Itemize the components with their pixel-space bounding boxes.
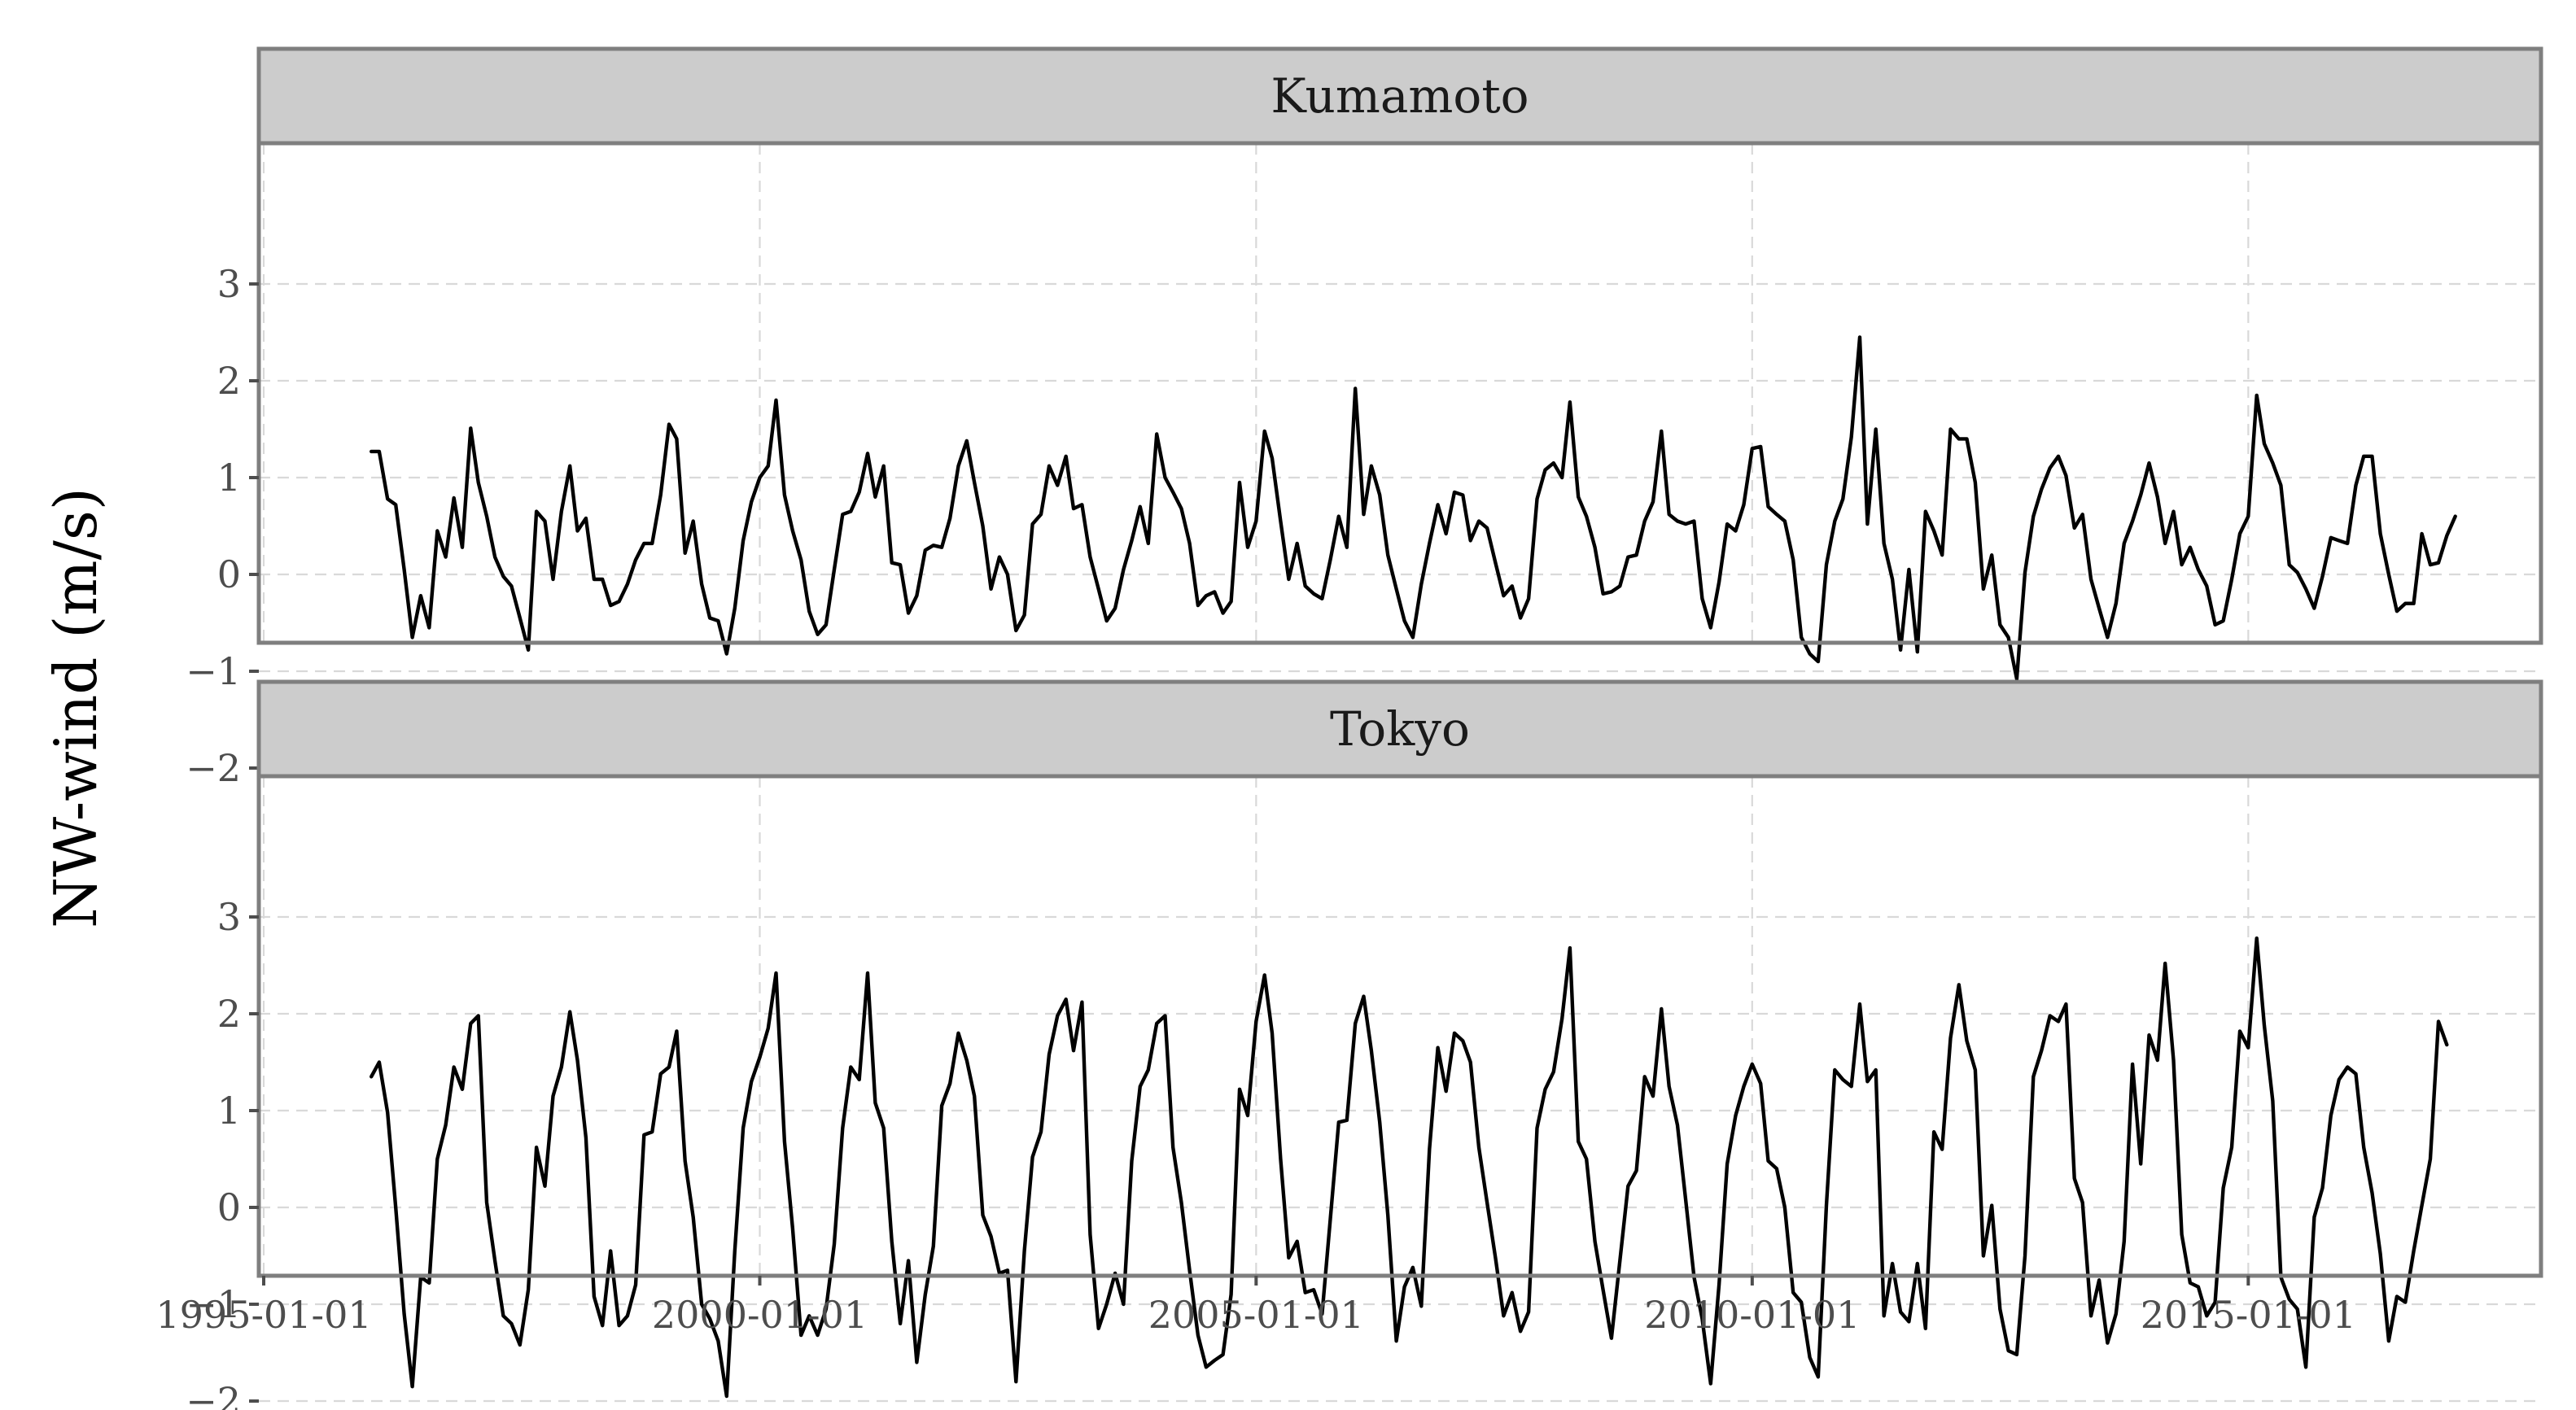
y-axis-label: NW-wind (m/s)	[42, 487, 110, 928]
facet-strip	[256, 46, 2543, 146]
y-tick-label: −1	[186, 649, 241, 693]
y-tick-label: 0	[217, 552, 241, 596]
y-tick-label: 1	[217, 456, 241, 500]
y-tick-label: 0	[217, 1185, 241, 1229]
panel-frame	[256, 774, 2543, 1278]
y-tick-label: −1	[186, 1282, 241, 1326]
facet-panel-kumamoto: Kumamoto 3 2 1 0 −1 −2	[186, 46, 2543, 790]
y-tick-label: 3	[217, 262, 241, 306]
facet-panels: Kumamoto 3 2 1 0 −1 −2 Tokyo 3 2 1 0 −1 −2	[186, 46, 2543, 1410]
y-tick-label: −2	[186, 1379, 241, 1410]
y-tick-label: 1	[217, 1089, 241, 1133]
y-tick-label: 3	[217, 895, 241, 939]
facet-strip-label: Tokyo	[1330, 701, 1470, 757]
series-line-kumamoto	[370, 335, 2457, 681]
x-tick-label: 2005-01-01	[1148, 1293, 1364, 1337]
y-tick-label: 2	[217, 359, 241, 403]
x-axis: 1995-01-01 2000-01-01 2005-01-01 2010-01-01…	[155, 1276, 2356, 1337]
x-tick-label: 1995-01-01	[155, 1293, 371, 1337]
x-tick-label: 2015-01-01	[2141, 1293, 2356, 1337]
facet-strip-label: Kumamoto	[1271, 68, 1529, 124]
y-tick-label: −2	[186, 746, 241, 790]
x-tick-label: 2000-01-01	[652, 1293, 868, 1337]
x-tick-label: 2010-01-01	[1644, 1293, 1860, 1337]
y-tick-label: 2	[217, 992, 241, 1036]
facet-panel-tokyo: Tokyo 3 2 1 0 −1 −2	[186, 679, 2543, 1410]
facet-strip	[256, 679, 2543, 779]
